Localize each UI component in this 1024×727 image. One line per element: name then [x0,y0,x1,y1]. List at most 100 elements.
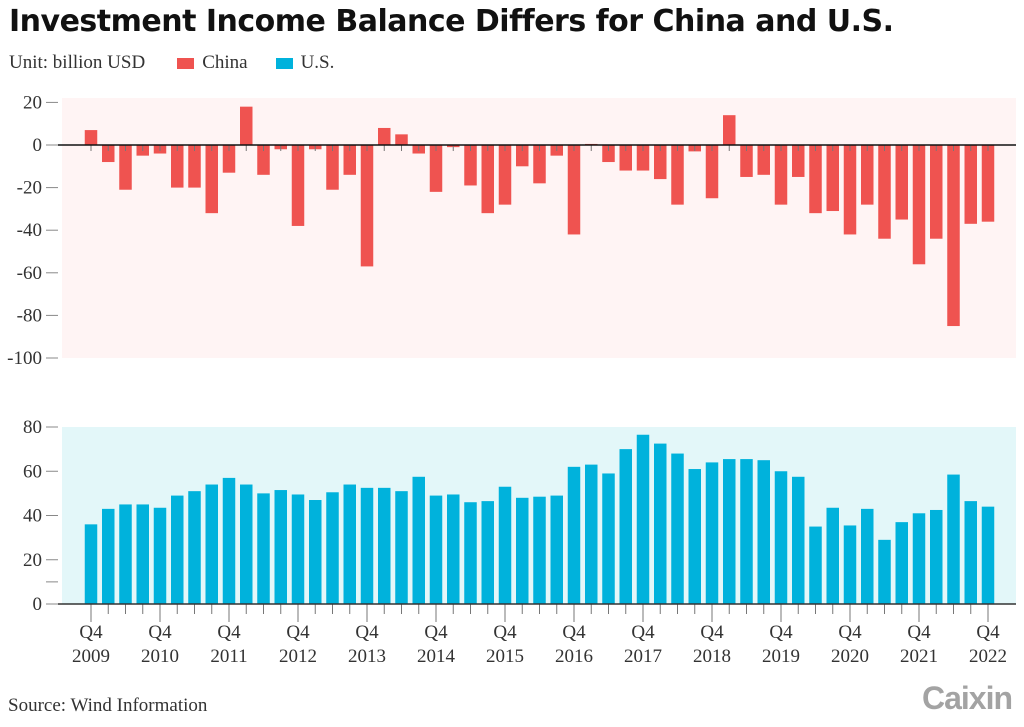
china-bar [654,145,667,180]
china-ytick-label: -60 [17,263,42,284]
us-bar [516,497,529,604]
china-ytick-label: 0 [33,135,43,156]
us-bar [429,495,443,604]
us-bar [585,464,598,604]
us-bar [723,459,736,604]
us-bar [947,474,960,604]
china-bar [326,145,339,190]
legend-swatch-us [275,57,293,69]
us-bar [826,507,839,604]
us-bar [343,484,356,604]
us-bar [291,494,305,604]
china-bar [291,145,305,226]
xtick-label-quarter: Q4 [79,622,103,643]
us-bar [395,491,408,604]
china-ytick-label: 20 [23,92,42,113]
us-bar [774,471,788,604]
china-bar [826,145,839,212]
us-bar [119,504,132,604]
xtick-label-quarter: Q4 [493,622,517,643]
us-bar [912,513,926,604]
us-bar [153,507,167,604]
china-bar [102,145,115,163]
legend-item-us: U.S. [275,52,335,74]
source-note: Source: Wind Information [8,695,208,716]
us-bar [533,496,546,604]
us-bar [671,453,684,604]
china-bar [705,145,719,199]
us-bar [481,501,494,604]
xtick-label-quarter: Q4 [907,622,931,643]
china-bar [619,145,632,171]
china-bar [878,145,891,239]
us-bar [378,487,391,604]
us-bar [740,459,753,604]
china-ytick-label: -40 [17,220,42,241]
china-bar [481,145,494,214]
china-plot-background [62,98,1016,358]
us-bar [567,466,581,604]
xtick-label-year: 2012 [279,646,317,667]
xtick-label-year: 2022 [969,646,1007,667]
china-bar [119,145,132,190]
us-bar [257,493,270,604]
china-ytick-label: -80 [17,305,42,326]
china-bar [774,145,788,205]
us-bar [412,476,425,604]
china-bar [792,145,805,177]
us-bar [861,508,874,604]
us-bar [205,484,218,604]
xtick-label-year: 2013 [348,646,386,667]
us-panel: 80 60 40 20 0 Q4 2009 Q4 2010 Q4 2011 Q4 2012 Q4 2013 Q… [23,417,1016,667]
xtick-label-quarter: Q4 [355,622,379,643]
caixin-logo: Caixin [921,680,1013,716]
china-bar [602,145,615,163]
us-bar [550,495,563,604]
us-bar [981,506,995,604]
xtick-label-year: 2018 [693,646,731,667]
us-bar [843,525,857,604]
china-bar [981,145,995,222]
us-bar [636,434,650,604]
us-bar [136,504,149,604]
xtick-label-quarter: Q4 [286,622,310,643]
us-ytick-label: 0 [33,594,43,615]
china-bar [257,145,270,175]
xtick-label-quarter: Q4 [838,622,862,643]
china-bar [740,145,753,177]
us-bar [602,473,615,604]
china-bar [757,145,770,175]
us-bar [964,501,977,604]
china-bar [947,145,960,327]
xtick-label-year: 2019 [762,646,800,667]
us-bar [102,508,115,604]
xtick-label-year: 2016 [555,646,593,667]
unit-label: Unit: billion USD [9,52,146,73]
legend-label-china: China [202,52,248,73]
xtick-label-quarter: Q4 [631,622,655,643]
us-bar [309,500,322,604]
china-bar [464,145,477,186]
us-ytick-label: 80 [23,417,42,438]
xtick-label-year: 2009 [72,646,110,667]
china-bar [360,145,374,267]
legend-label-us: U.S. [300,52,335,73]
china-bar [395,134,408,145]
xtick-label-quarter: Q4 [562,622,586,643]
china-bar [171,145,184,188]
us-bar [757,460,770,604]
china-bar [429,145,443,192]
us-bar [619,449,632,604]
china-bar [843,145,857,235]
us-bar [84,524,98,604]
us-bar [240,484,253,604]
china-bar [964,145,977,224]
china-ytick-label: -20 [17,178,42,199]
china-panel: 20 0 -20 -40 -60 -80 -100 [7,92,1016,369]
china-bar [188,145,201,188]
us-bar [171,495,184,604]
china-bar [671,145,684,205]
us-bar [930,509,943,604]
xtick-label-year: 2021 [900,646,938,667]
